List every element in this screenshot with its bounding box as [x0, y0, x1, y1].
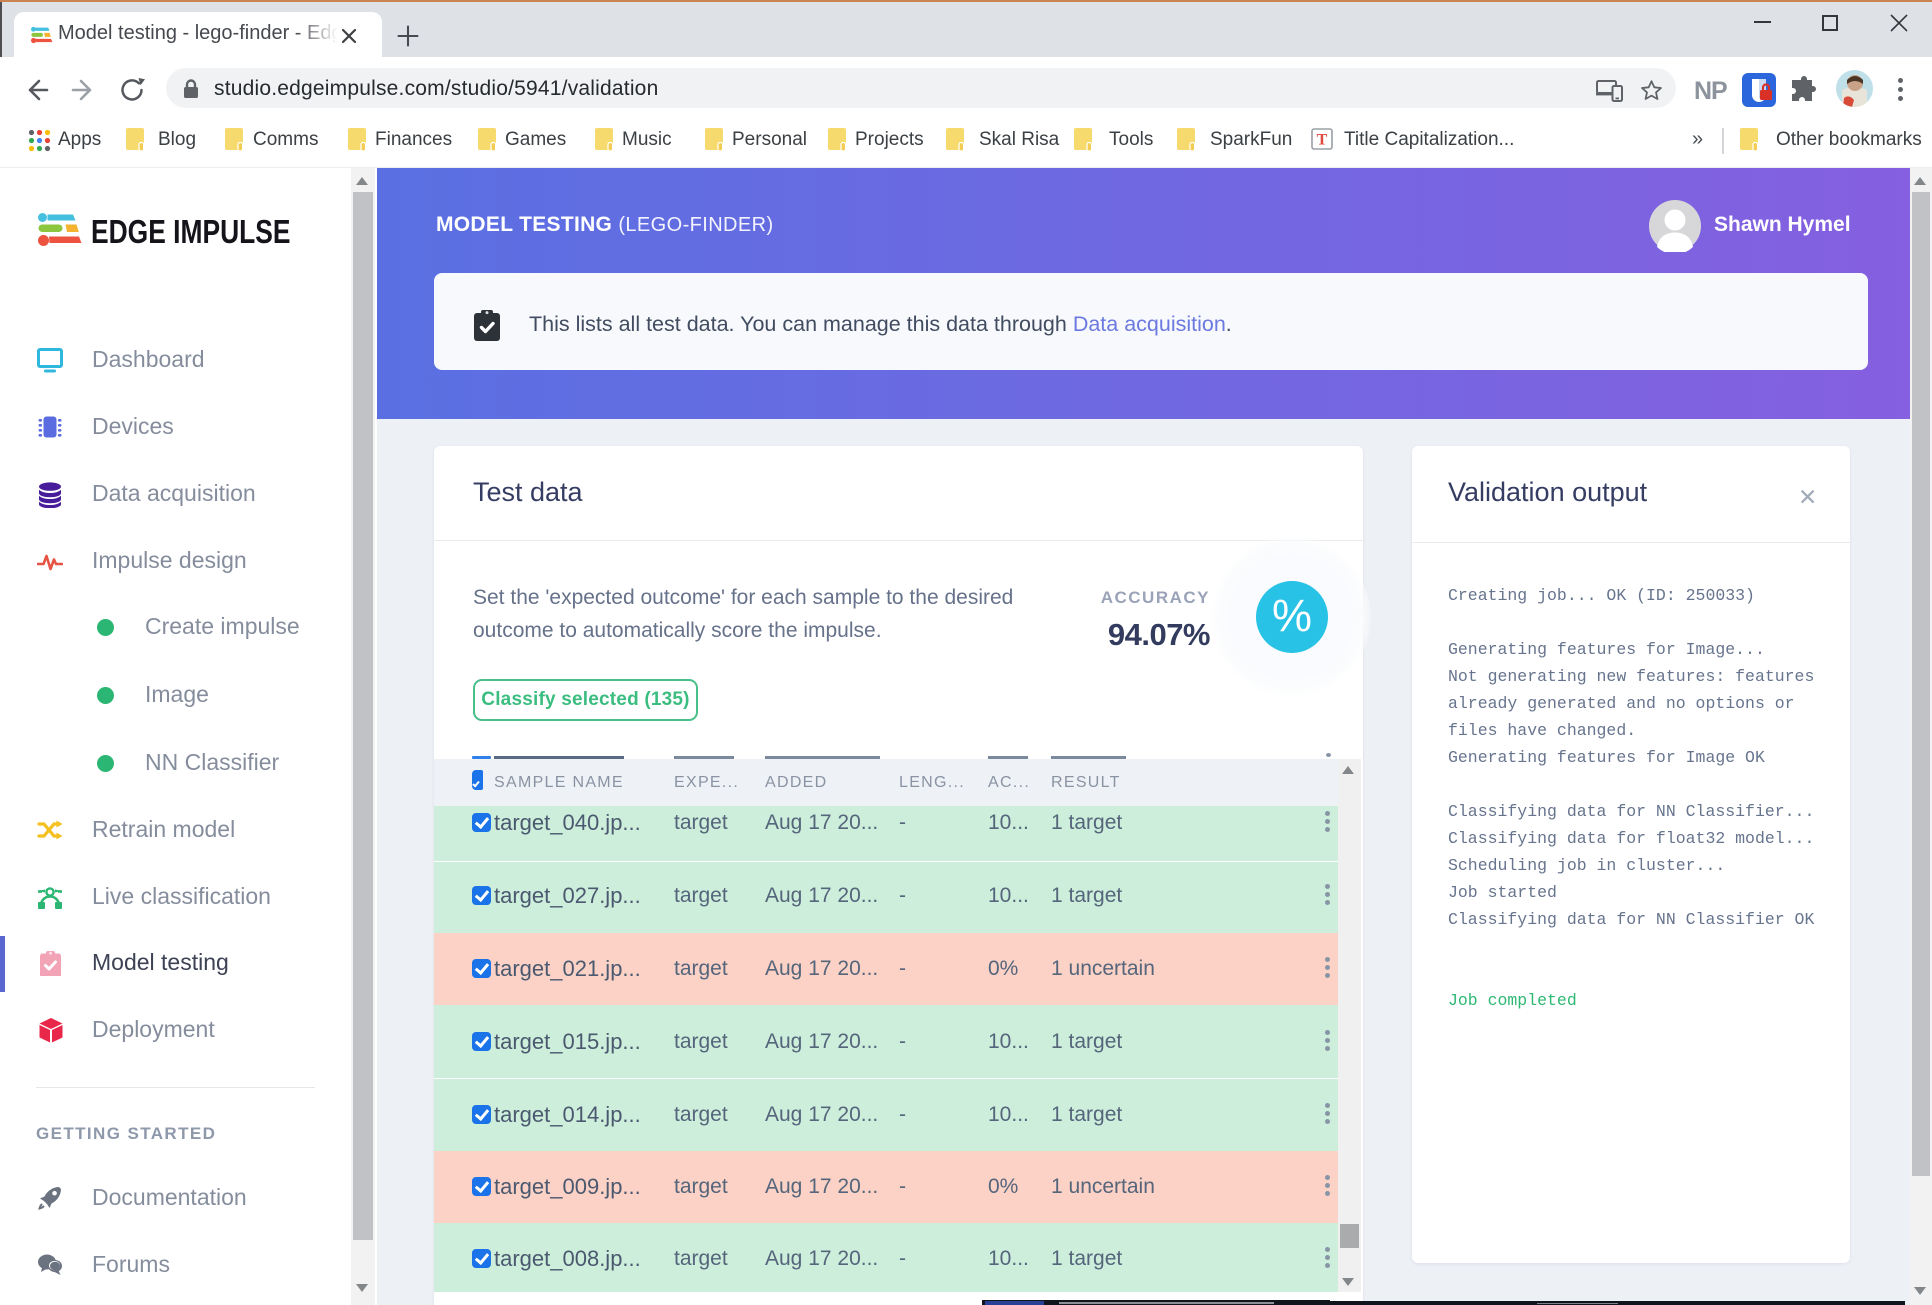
svg-text:T: T	[1317, 132, 1328, 149]
